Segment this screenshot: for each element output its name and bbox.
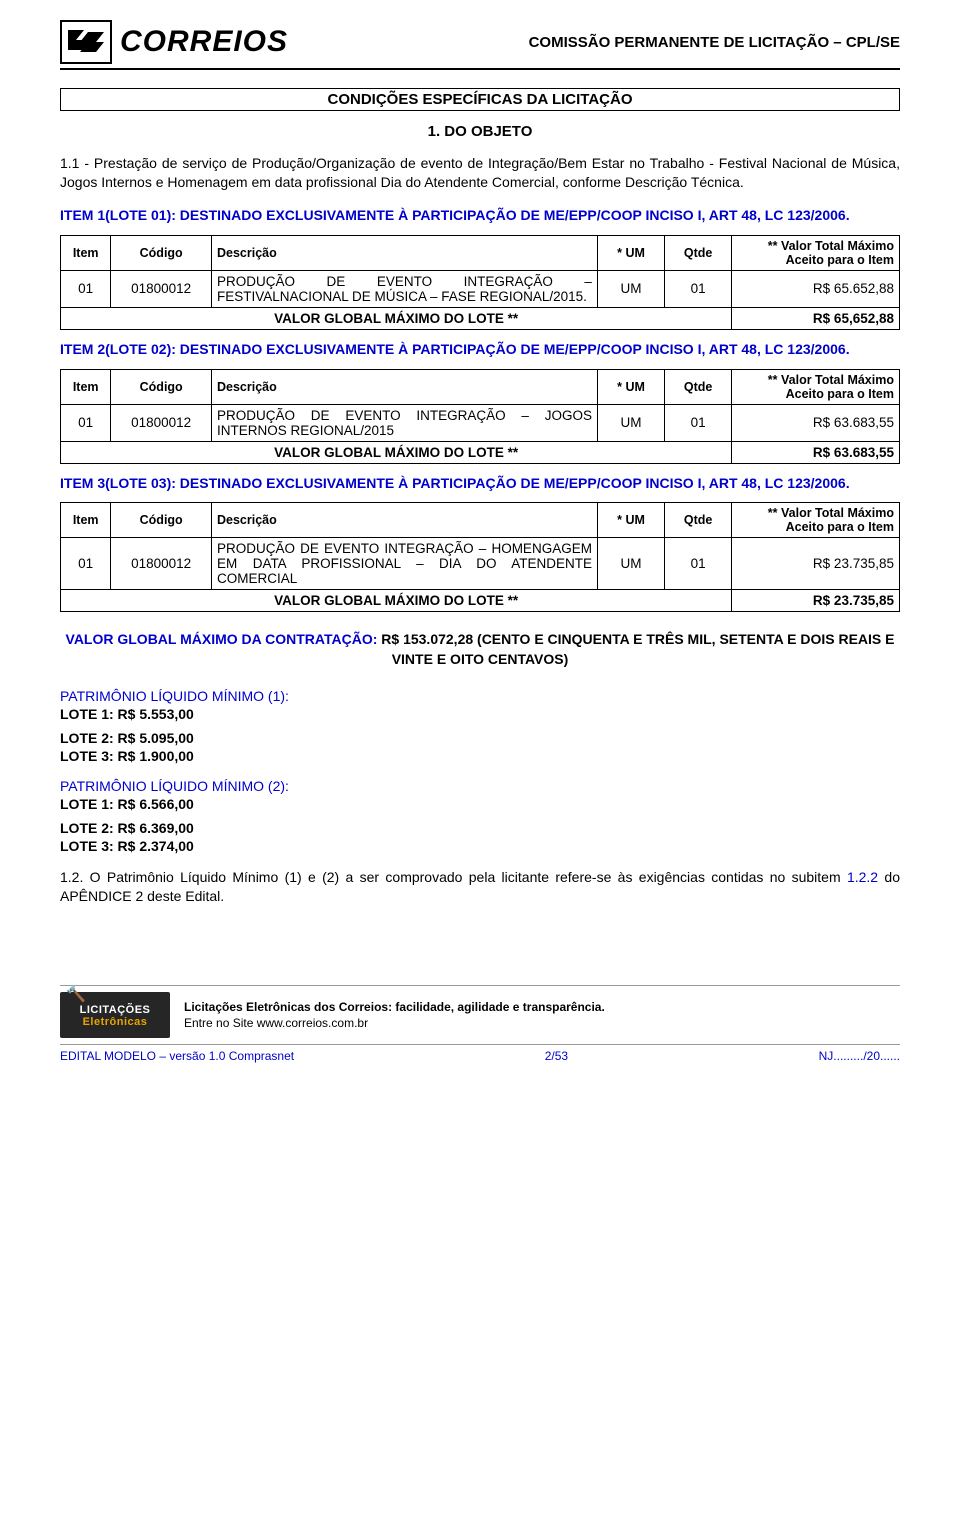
cell-item: 01 — [61, 270, 111, 307]
cell-um: UM — [597, 270, 664, 307]
global-value: R$ 65,652,88 — [732, 307, 900, 329]
col-um: * UM — [597, 503, 664, 538]
col-valor: ** Valor Total Máximo Aceito para o Item — [732, 235, 900, 270]
footer-bottom-right: NJ........./20...... — [819, 1049, 900, 1063]
col-um: * UM — [597, 235, 664, 270]
cell-qtde: 01 — [665, 404, 732, 441]
table-header-row: Item Código Descrição * UM Qtde ** Valor… — [61, 235, 900, 270]
item3-table: Item Código Descrição * UM Qtde ** Valor… — [60, 502, 900, 612]
badge-line1: LICITAÇÕES — [80, 1004, 151, 1016]
global-row: VALOR GLOBAL MÁXIMO DO LOTE ** R$ 65,652… — [61, 307, 900, 329]
cell-valor: R$ 63.683,55 — [732, 404, 900, 441]
section-title-box: CONDIÇÕES ESPECÍFICAS DA LICITAÇÃO — [60, 88, 900, 111]
page-footer: 🔨 LICITAÇÕES Eletrônicas Licitações Elet… — [60, 985, 900, 1063]
cell-valor: R$ 65.652,88 — [732, 270, 900, 307]
col-descricao: Descrição — [212, 503, 598, 538]
lote-line: LOTE 1: R$ 5.553,00 — [60, 706, 900, 722]
cell-item: 01 — [61, 538, 111, 590]
col-qtde: Qtde — [665, 235, 732, 270]
footer-banner: 🔨 LICITAÇÕES Eletrônicas Licitações Elet… — [60, 985, 900, 1045]
clause-ref: 1.2.2 — [847, 869, 878, 885]
global-contract-label: VALOR GLOBAL MÁXIMO DA CONTRATAÇÃO: — [66, 631, 378, 647]
global-label: VALOR GLOBAL MÁXIMO DO LOTE ** — [61, 307, 732, 329]
col-descricao: Descrição — [212, 235, 598, 270]
col-qtde: Qtde — [665, 503, 732, 538]
lote-line: LOTE 2: R$ 5.095,00 — [60, 730, 900, 746]
cell-valor: R$ 23.735,85 — [732, 538, 900, 590]
cell-descricao: PRODUÇÃO DE EVENTO INTEGRAÇÃO – FESTIVAL… — [212, 270, 598, 307]
table-header-row: Item Código Descrição * UM Qtde ** Valor… — [61, 503, 900, 538]
correios-logo-icon — [60, 20, 112, 64]
footer-page-number: 2/53 — [545, 1049, 568, 1063]
item2-table: Item Código Descrição * UM Qtde ** Valor… — [60, 369, 900, 464]
col-um: * UM — [597, 369, 664, 404]
col-item: Item — [61, 503, 111, 538]
col-qtde: Qtde — [665, 369, 732, 404]
cell-qtde: 01 — [665, 270, 732, 307]
global-contract-amount: R$ 153.072,28 (CENTO E CINQUENTA E TRÊS … — [381, 631, 894, 667]
footer-bottom-row: EDITAL MODELO – versão 1.0 Comprasnet 2/… — [60, 1049, 900, 1063]
col-valor: ** Valor Total Máximo Aceito para o Item — [732, 503, 900, 538]
page-header: CORREIOS COMISSÃO PERMANENTE DE LICITAÇÃ… — [60, 20, 900, 70]
col-codigo: Código — [111, 235, 212, 270]
clause-prefix: 1.2. O Patrimônio Líquido Mínimo (1) e (… — [60, 869, 847, 885]
lote-line: LOTE 2: R$ 6.369,00 — [60, 820, 900, 836]
patrimonio2-heading: PATRIMÔNIO LÍQUIDO MÍNIMO (2): — [60, 778, 900, 794]
cell-item: 01 — [61, 404, 111, 441]
cell-um: UM — [597, 404, 664, 441]
table-row: 01 01800012 PRODUÇÃO DE EVENTO INTEGRAÇÃ… — [61, 270, 900, 307]
col-codigo: Código — [111, 503, 212, 538]
patrimonio1-heading: PATRIMÔNIO LÍQUIDO MÍNIMO (1): — [60, 688, 900, 704]
item3-heading: ITEM 3(LOTE 03): DESTINADO EXCLUSIVAMENT… — [60, 474, 900, 493]
col-valor: ** Valor Total Máximo Aceito para o Item — [732, 369, 900, 404]
cell-um: UM — [597, 538, 664, 590]
cell-codigo: 01800012 — [111, 270, 212, 307]
global-row: VALOR GLOBAL MÁXIMO DO LOTE ** R$ 63.683… — [61, 441, 900, 463]
item1-heading: ITEM 1(LOTE 01): DESTINADO EXCLUSIVAMENT… — [60, 206, 900, 225]
lote-line: LOTE 3: R$ 2.374,00 — [60, 838, 900, 854]
badge-line2: Eletrônicas — [83, 1016, 148, 1028]
patrimonio-block-1: PATRIMÔNIO LÍQUIDO MÍNIMO (1): LOTE 1: R… — [60, 688, 900, 764]
gavel-icon: 🔨 — [66, 984, 86, 1004]
correios-logo-text: CORREIOS — [120, 25, 288, 59]
patrimonio-block-2: PATRIMÔNIO LÍQUIDO MÍNIMO (2): LOTE 1: R… — [60, 778, 900, 854]
footer-text-site: Entre no Site www.correios.com.br — [184, 1015, 605, 1031]
clause-1-2: 1.2. O Patrimônio Líquido Mínimo (1) e (… — [60, 868, 900, 906]
header-title-right: COMISSÃO PERMANENTE DE LICITAÇÃO – CPL/S… — [529, 34, 900, 51]
cell-qtde: 01 — [665, 538, 732, 590]
table-row: 01 01800012 PRODUÇÃO DE EVENTO INTEGRAÇÃ… — [61, 404, 900, 441]
intro-paragraph: 1.1 - Prestação de serviço de Produção/O… — [60, 154, 900, 192]
cell-codigo: 01800012 — [111, 538, 212, 590]
subheading-objeto: 1. DO OBJETO — [60, 123, 900, 140]
footer-bottom-left: EDITAL MODELO – versão 1.0 Comprasnet — [60, 1049, 294, 1063]
global-label: VALOR GLOBAL MÁXIMO DO LOTE ** — [61, 590, 732, 612]
footer-text-bold: Licitações Eletrônicas dos Correios: fac… — [184, 999, 605, 1015]
cell-descricao: PRODUÇÃO DE EVENTO INTEGRAÇÃO – HOMENGAG… — [212, 538, 598, 590]
global-value: R$ 63.683,55 — [732, 441, 900, 463]
item2-heading: ITEM 2(LOTE 02): DESTINADO EXCLUSIVAMENT… — [60, 340, 900, 359]
lote-line: LOTE 1: R$ 6.566,00 — [60, 796, 900, 812]
col-item: Item — [61, 235, 111, 270]
global-value: R$ 23.735,85 — [732, 590, 900, 612]
col-descricao: Descrição — [212, 369, 598, 404]
lote-line: LOTE 3: R$ 1.900,00 — [60, 748, 900, 764]
cell-codigo: 01800012 — [111, 404, 212, 441]
col-item: Item — [61, 369, 111, 404]
cell-descricao: PRODUÇÃO DE EVENTO INTEGRAÇÃO – JOGOS IN… — [212, 404, 598, 441]
global-label: VALOR GLOBAL MÁXIMO DO LOTE ** — [61, 441, 732, 463]
table-header-row: Item Código Descrição * UM Qtde ** Valor… — [61, 369, 900, 404]
licitacoes-badge: 🔨 LICITAÇÕES Eletrônicas — [60, 992, 170, 1038]
item1-table: Item Código Descrição * UM Qtde ** Valor… — [60, 235, 900, 330]
table-row: 01 01800012 PRODUÇÃO DE EVENTO INTEGRAÇÃ… — [61, 538, 900, 590]
footer-text: Licitações Eletrônicas dos Correios: fac… — [184, 999, 605, 1031]
global-row: VALOR GLOBAL MÁXIMO DO LOTE ** R$ 23.735… — [61, 590, 900, 612]
correios-logo: CORREIOS — [60, 20, 288, 64]
col-codigo: Código — [111, 369, 212, 404]
global-contract-value: VALOR GLOBAL MÁXIMO DA CONTRATAÇÃO: R$ 1… — [60, 630, 900, 669]
